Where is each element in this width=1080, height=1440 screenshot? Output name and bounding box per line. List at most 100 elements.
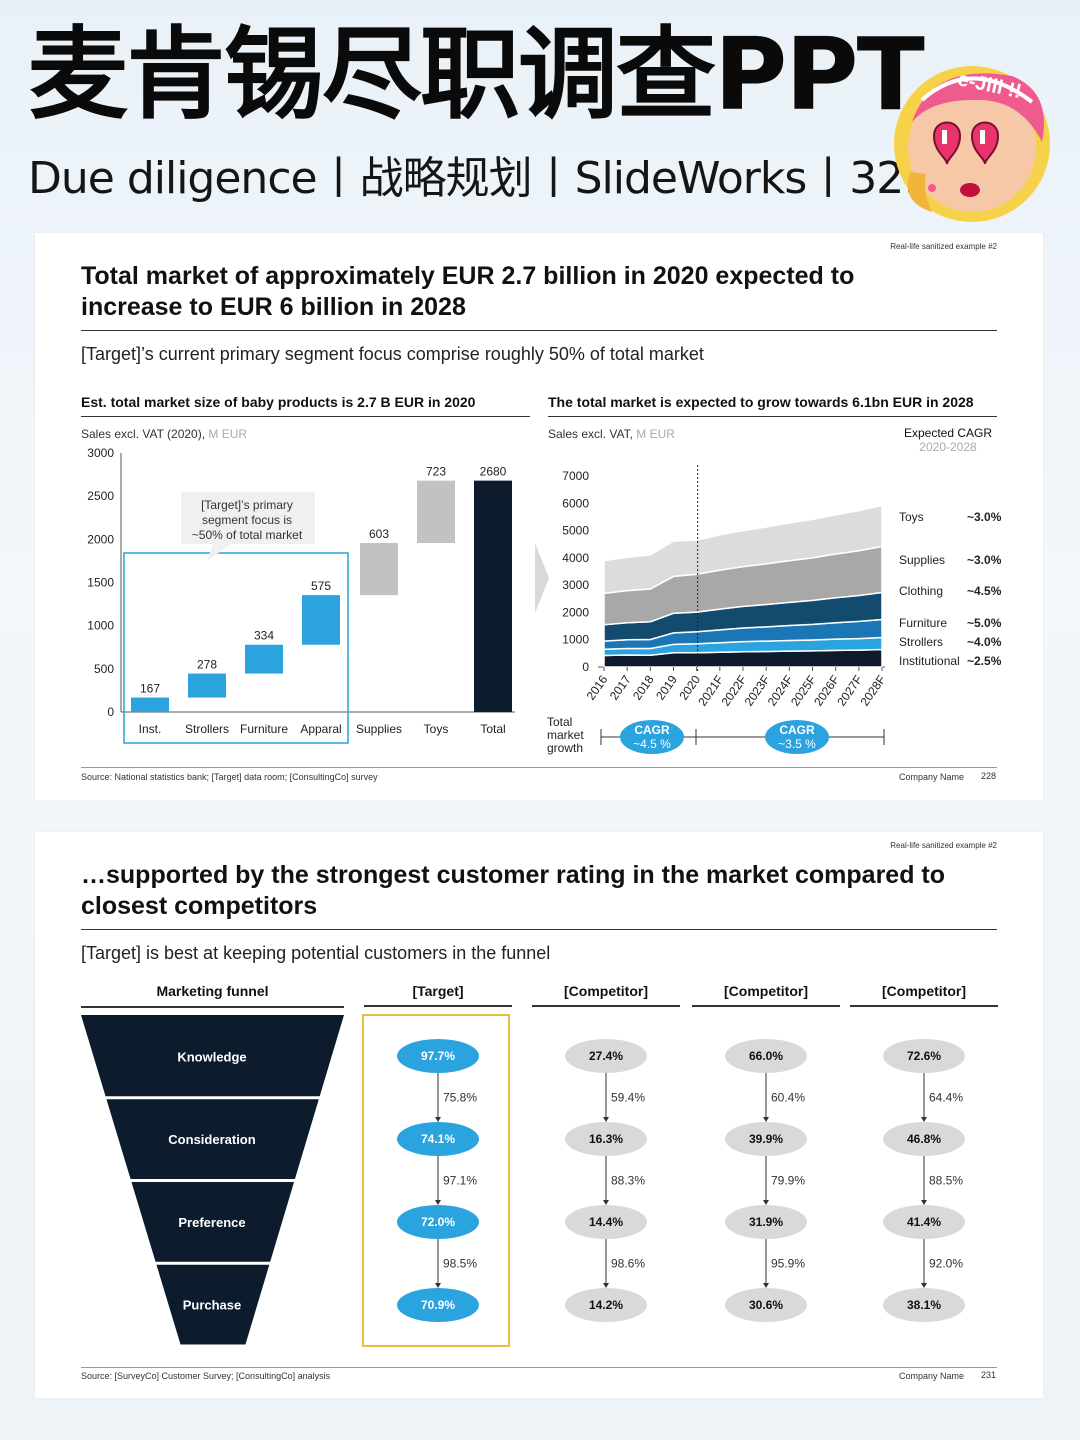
cagr-pill-historic-value: ~4.5 % — [633, 737, 671, 751]
conversion-rate: 97.1% — [443, 1174, 477, 1188]
funnel-stage-band — [81, 1015, 344, 1097]
stage-pill — [565, 1039, 647, 1073]
stage-value: 30.6% — [749, 1298, 783, 1312]
funnel-column: [Target] 75.8% 97.1% 98.5% 97.7% 74.1% 72.0% 70… — [362, 983, 512, 1347]
cagr-row: Supplies ~3.0% — [899, 553, 1007, 567]
y-tick-label: 1500 — [87, 576, 114, 590]
stage-value: 46.8% — [907, 1132, 941, 1146]
stage-value: 66.0% — [749, 1049, 783, 1063]
conversion-rate: 60.4% — [771, 1091, 805, 1105]
slide-title-line2: closest competitors — [81, 892, 318, 920]
x-tick-label: 2028F — [857, 673, 888, 709]
right-unit-currency: M EUR — [636, 427, 675, 441]
bar-value-label: 603 — [369, 527, 389, 541]
cagr-pill-historic — [620, 720, 684, 754]
x-tick-label: 2017 — [607, 672, 634, 702]
cagr-row-value: ~3.0% — [967, 510, 1002, 524]
target-highlight-box — [362, 1014, 510, 1347]
conversion-rate: 88.3% — [611, 1174, 645, 1188]
cagr-pill-forecast-value: ~3.5 % — [778, 737, 816, 751]
y-tick-label: 3000 — [87, 446, 114, 460]
column-header-rule — [532, 1005, 680, 1007]
y-tick-label: 2000 — [87, 532, 114, 546]
stage-value: 70.9% — [421, 1298, 455, 1312]
left-panel-rule — [81, 416, 530, 417]
funnel-column: [Competitor] 60.4% 79.9% 95.9% 66.0% 39.9% 31.… — [692, 983, 840, 1322]
stage-pill — [725, 1122, 807, 1156]
cagr-pill-forecast-label: CAGR — [779, 723, 815, 737]
y-tick-label: 5000 — [562, 524, 589, 538]
y-tick-label: 7000 — [562, 469, 589, 483]
growth-timeline: CAGR ~4.5 % CAGR ~3.5 % — [600, 720, 885, 754]
arrowhead-icon — [603, 1200, 609, 1205]
right-panel-title: The total market is expected to grow tow… — [548, 394, 974, 410]
stage-value: 38.1% — [907, 1298, 941, 1312]
category-label: Total — [480, 722, 505, 736]
category-label: Inst. — [139, 722, 162, 736]
conversion-rate: 79.9% — [771, 1174, 805, 1188]
stage-pill — [883, 1288, 965, 1322]
footer-rule — [81, 1367, 997, 1368]
waterfall-y-axis: 0 500 1000 1500 2000 2500 3000 — [87, 446, 515, 719]
bar-value-label: 278 — [197, 658, 217, 672]
stage-pill — [725, 1288, 807, 1322]
arrowhead-icon — [435, 1117, 441, 1122]
y-tick-label: 0 — [582, 660, 589, 674]
slide-subtitle: [Target] is best at keeping potential cu… — [81, 943, 551, 963]
cagr-row: Furniture ~5.0% — [899, 616, 1007, 630]
funnel-stage-label: Consideration — [168, 1132, 255, 1147]
y-tick-label: 1000 — [87, 619, 114, 633]
stage-value: 14.2% — [589, 1298, 623, 1312]
conversion-rate: 64.4% — [929, 1091, 963, 1105]
right-panel-rule — [548, 416, 997, 417]
funnel-stages: Knowledge Consideration Preference Purchase — [81, 1015, 344, 1345]
cagr-row: Strollers ~4.0% — [899, 635, 1007, 649]
bar-value-label: 575 — [311, 579, 331, 593]
company-name: Company Name — [899, 1371, 965, 1381]
funnel-column: [Competitor] 59.4% 88.3% 98.6% 27.4% 16.3% 14.… — [532, 983, 680, 1322]
conversion-rate: 88.5% — [929, 1174, 963, 1188]
area-series — [603, 465, 883, 673]
waterfall-chart: 0 500 1000 1500 2000 2500 3000 167 Inst. 278 Stro… — [87, 446, 515, 744]
column-header: [Competitor] — [882, 983, 966, 999]
slide-customer-rating: Real-life sanitized example #2 …supporte… — [35, 832, 1043, 1398]
stage-value: 41.4% — [907, 1215, 941, 1229]
y-tick-label: 500 — [94, 662, 114, 676]
category-label: Strollers — [185, 722, 229, 736]
y-tick-label: 0 — [107, 705, 114, 719]
column-header-rule — [364, 1005, 512, 1007]
arrowhead-icon — [435, 1200, 441, 1205]
stage-pill — [883, 1205, 965, 1239]
slide-title-line2: increase to EUR 6 billion in 2028 — [81, 293, 466, 321]
callout-line1: [Target]’s primary — [201, 498, 293, 512]
stage-pill — [725, 1205, 807, 1239]
stage-pill — [565, 1205, 647, 1239]
y-tick-label: 1000 — [562, 633, 589, 647]
cagr-header: Expected CAGR 2020-2028 — [901, 426, 995, 454]
arrowhead-icon — [763, 1200, 769, 1205]
stage-value: 14.4% — [589, 1215, 623, 1229]
column-header-rule — [850, 1005, 998, 1007]
column-header: [Competitor] — [564, 983, 648, 999]
funnel-header-rule — [81, 1006, 344, 1008]
slide-market-size: Real-life sanitized example #2 Total mar… — [35, 233, 1043, 800]
stage-value: 74.1% — [421, 1132, 455, 1146]
category-label: Furniture — [240, 722, 288, 736]
callout-line2: segment focus is — [202, 513, 292, 527]
slide-title: Total market of approximately EUR 2.7 bi… — [81, 261, 1011, 323]
x-tick-label: 2019 — [653, 672, 680, 702]
banner-subtitle: Due diligence丨战略规划丨SlideWorks丨329页 — [28, 153, 974, 204]
y-tick-label: 3000 — [562, 578, 589, 592]
funnel-stage-band — [131, 1182, 295, 1262]
cover-banner: 麦肯锡尽职调查PPT Due diligence丨战略规划丨SlideWorks… — [0, 0, 1080, 230]
category-label: Apparal — [300, 722, 341, 736]
category-label: Supplies — [356, 722, 402, 736]
stage-value: 97.7% — [421, 1049, 455, 1063]
callout-line3: ~50% of total market — [192, 528, 303, 542]
cartoon-avatar-sticker: e-Jill !! — [894, 66, 1050, 222]
cagr-header-label: Expected CAGR — [903, 426, 993, 440]
cagr-row-label: Clothing — [899, 584, 944, 598]
arrowhead-icon — [763, 1283, 769, 1288]
funnel-stage-label: Knowledge — [177, 1049, 246, 1064]
stage-value: 31.9% — [749, 1215, 783, 1229]
